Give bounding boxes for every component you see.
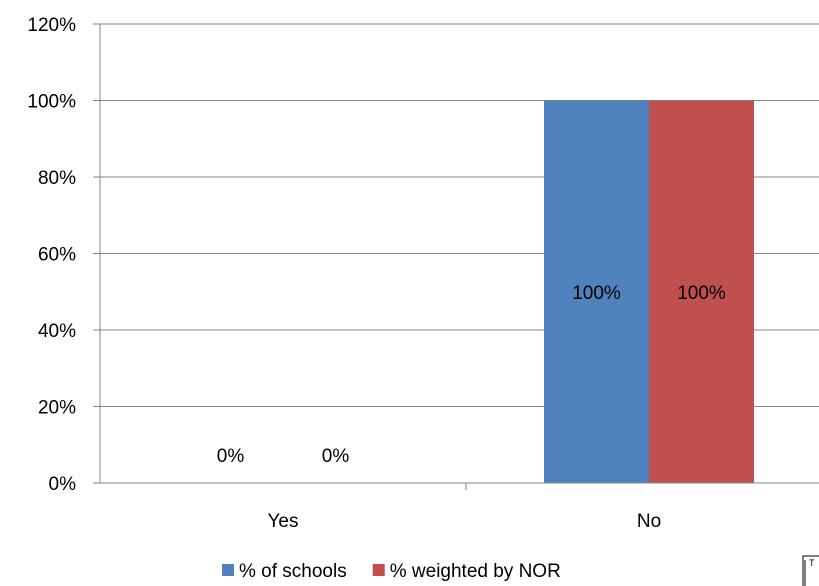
y-tick-label: 0% bbox=[49, 474, 77, 495]
y-tick-label: 80% bbox=[38, 168, 76, 189]
data-label: 0% bbox=[322, 446, 350, 467]
x-axis-tick-labels: Yes No bbox=[268, 511, 662, 532]
legend-label: % of schools bbox=[239, 561, 347, 582]
y-tick-label: 100% bbox=[27, 92, 76, 113]
legend-swatch bbox=[222, 564, 234, 576]
corner-box: T bbox=[802, 555, 819, 586]
y-axis-tick-labels: 0% 20% 40% 60% 80% 100% 120% bbox=[27, 15, 76, 495]
data-label: 100% bbox=[572, 283, 621, 304]
legend: % of schools % weighted by NOR bbox=[222, 561, 561, 582]
axes bbox=[93, 23, 819, 490]
bars bbox=[544, 100, 754, 483]
y-tick-label: 60% bbox=[38, 245, 76, 266]
data-labels: 0% 0% 100% 100% bbox=[217, 283, 726, 467]
corner-box-text: T bbox=[809, 558, 815, 568]
bar bbox=[649, 100, 754, 483]
legend-label: % weighted by NOR bbox=[390, 561, 561, 582]
y-tick-label: 120% bbox=[27, 15, 76, 36]
data-label: 0% bbox=[217, 446, 245, 467]
bar bbox=[544, 100, 649, 483]
x-tick-label: No bbox=[637, 511, 661, 532]
corner-box-frame bbox=[802, 555, 819, 586]
legend-swatch bbox=[372, 564, 385, 576]
y-tick-label: 20% bbox=[38, 398, 76, 419]
y-tick-label: 40% bbox=[38, 321, 76, 342]
x-tick-label: Yes bbox=[268, 511, 299, 532]
data-label: 100% bbox=[677, 283, 726, 304]
